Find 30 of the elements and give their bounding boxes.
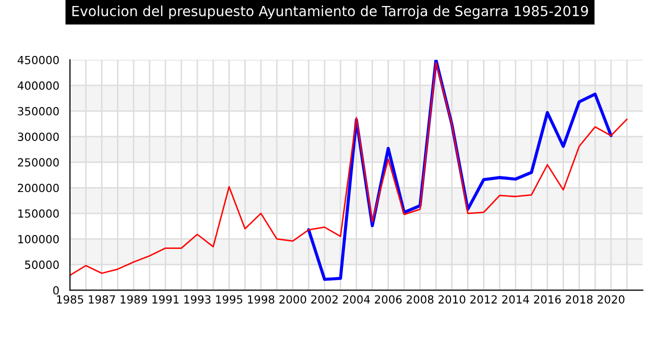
y-tick-label: 100000 xyxy=(18,234,59,244)
y-tick-label: 350000 xyxy=(18,107,59,116)
x-tick-label: 2020 xyxy=(598,295,624,304)
y-tick-label: 200000 xyxy=(18,184,59,192)
x-tick-label: 1987 xyxy=(88,295,115,304)
x-tick-label: 1993 xyxy=(184,295,211,304)
y-tick-label: 50000 xyxy=(25,260,59,269)
x-tick-label: 1985 xyxy=(57,295,84,304)
x-tick-label: 2018 xyxy=(566,295,593,304)
x-tick-label: 2006 xyxy=(374,295,402,304)
x-tick-label: 1998 xyxy=(248,295,274,304)
x-tick-label: 2016 xyxy=(534,295,561,304)
x-tick-label: 2000 xyxy=(279,295,306,304)
x-tick-label: 1995 xyxy=(216,295,242,304)
line-series xyxy=(70,62,628,276)
y-tick-label: 450000 xyxy=(18,56,59,64)
y-tick-label: 150000 xyxy=(18,209,59,218)
x-tick-label: 1989 xyxy=(120,295,147,304)
x-tick-label: 2010 xyxy=(438,295,466,304)
x-tick-label: 2012 xyxy=(470,295,497,304)
x-tick-label: 2008 xyxy=(406,295,434,304)
y-tick-label: 300000 xyxy=(18,132,59,141)
x-tick-label: 2004 xyxy=(343,295,370,304)
x-tick-label: 2014 xyxy=(502,295,530,304)
y-tick-label: 0 xyxy=(53,286,59,295)
chart-title: Evolucion del presupuesto Ayuntamiento de Tarroja de Segarra 1985-2019 xyxy=(72,6,588,19)
x-tick-label: 2002 xyxy=(311,295,338,304)
y-tick-label: 400000 xyxy=(18,81,59,90)
x-tick-label: 1991 xyxy=(152,295,179,304)
y-tick-label: 250000 xyxy=(18,158,59,167)
